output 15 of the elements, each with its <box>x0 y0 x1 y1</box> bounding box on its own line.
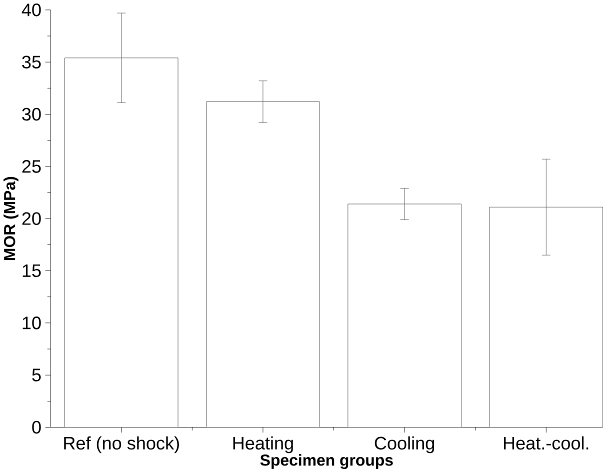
x-tick-label: Heat.-cool. <box>504 436 588 450</box>
y-tick-label: 15 <box>22 264 41 278</box>
y-tick-label: 20 <box>22 212 41 226</box>
y-tick-label: 40 <box>22 4 41 17</box>
y-tick-label: 0 <box>32 421 41 434</box>
x-axis-title: Specimen groups <box>260 454 393 470</box>
y-tick-label: 5 <box>32 369 41 382</box>
x-tick-label: Cooling <box>374 436 434 454</box>
y-tick-label: 10 <box>22 316 41 330</box>
y-tick-label: 35 <box>22 56 41 69</box>
x-tick-label: Ref (no shock) <box>64 436 179 454</box>
y-axis-title: MOR (MPa) <box>4 177 18 260</box>
y-tick-label: 25 <box>22 160 41 174</box>
y-tick-label: 30 <box>22 108 41 121</box>
x-tick-label: Heating <box>233 436 293 454</box>
